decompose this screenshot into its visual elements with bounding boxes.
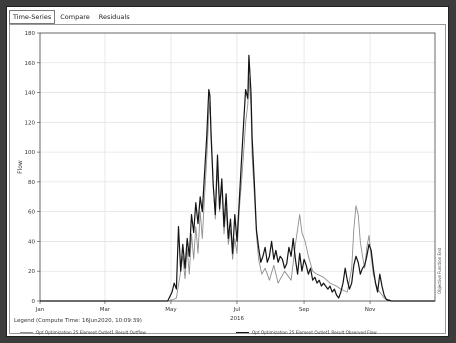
y-axis-label: Flow — [17, 160, 24, 174]
y-tick-label: 40 — [28, 239, 35, 245]
series-line-observed — [40, 54, 435, 302]
plot-frame — [39, 32, 436, 302]
chart-window: Time-Series Compare Residuals 0 20 40 60 80 1… — [6, 6, 449, 337]
x-tick-label: May — [165, 307, 177, 313]
legend-swatch-outflow — [20, 332, 33, 333]
y-tick-label: 160 — [25, 61, 36, 67]
time-series-chart: 0 20 40 60 80 100 120 140 160 180 Jan Mar May Jul Sep N… — [17, 31, 442, 322]
legend-entry-outflow: Opt Optimization 25 Element Outlet1 Resu… — [20, 330, 146, 335]
chart-panel: 0 20 40 60 80 100 120 140 160 180 Jan Mar May Jul Sep N… — [9, 24, 446, 334]
legend-swatch-observed — [236, 332, 249, 333]
y-tick-label: 180 — [25, 31, 36, 37]
legend-title: Legend (Compute Time: 16Jun2020, 10:09:3… — [14, 318, 142, 324]
y-tick-label: 20 — [28, 269, 35, 275]
y-tick-label: 120 — [25, 120, 36, 126]
x-tick-label: Sep — [299, 307, 310, 313]
y-tick-label: 80 — [28, 180, 35, 186]
legend-label-outflow: Opt Optimization 25 Element Outlet1 Resu… — [36, 330, 146, 335]
objective-function-label: Objective Function End — [437, 247, 442, 294]
y-tick-label: 100 — [25, 150, 36, 156]
tab-time-series[interactable]: Time-Series — [9, 10, 56, 24]
y-tick-label: 0 — [32, 299, 36, 305]
tab-residuals[interactable]: Residuals — [98, 13, 130, 21]
x-tick-label: Jan — [35, 307, 45, 313]
tab-bar: Time-Series Compare Residuals — [9, 10, 135, 24]
x-tick-label: Jul — [233, 307, 241, 313]
legend-label-observed: Opt Optimization 25 Element Outlet1 Resu… — [252, 330, 377, 335]
legend-entry-observed: Opt Optimization 25 Element Outlet1 Resu… — [236, 330, 377, 335]
y-tick-label: 140 — [25, 91, 36, 97]
x-tick-label: Mar — [100, 307, 111, 313]
x-year-label: 2016 — [230, 316, 244, 322]
tab-compare[interactable]: Compare — [60, 13, 90, 21]
series-line-outflow — [40, 77, 435, 302]
x-tick-label: Nov — [365, 307, 376, 313]
y-tick-label: 60 — [28, 210, 35, 216]
